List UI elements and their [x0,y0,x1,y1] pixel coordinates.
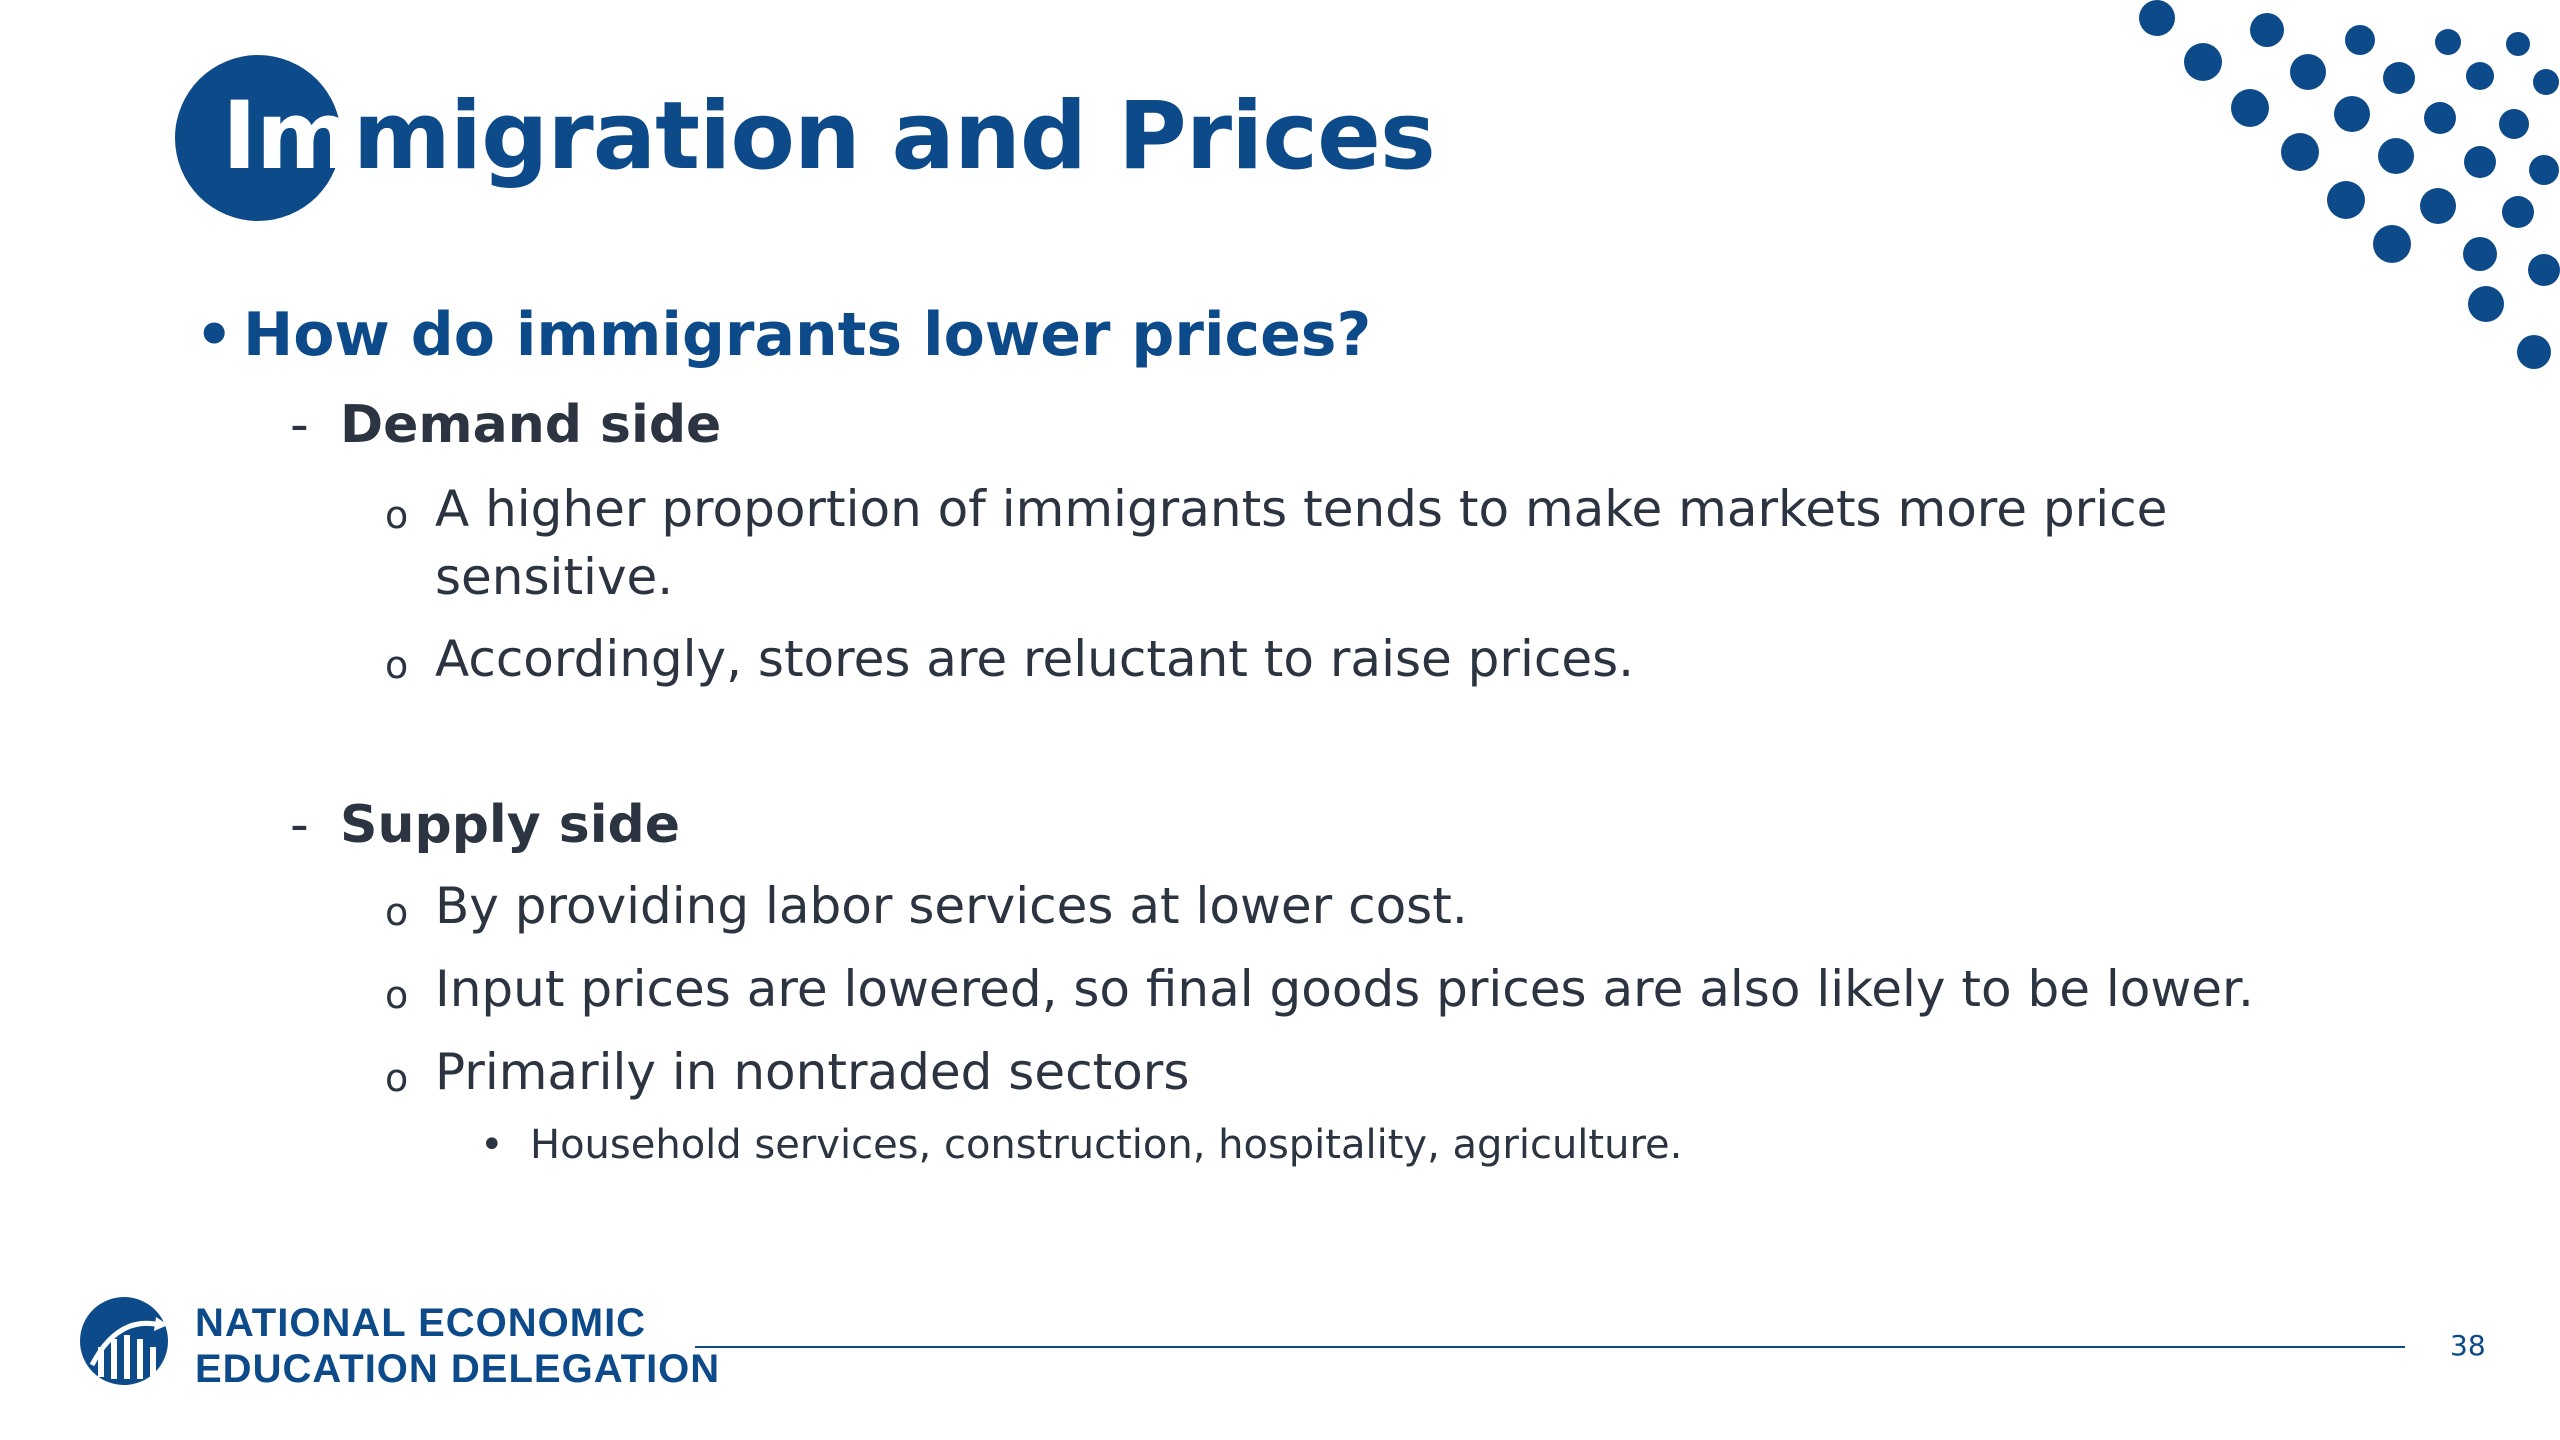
dot-icon [2184,43,2222,81]
dot-icon [2420,188,2456,224]
dot-icon [2533,69,2559,95]
title-circle-icon [175,55,341,221]
organization-name: NATIONAL ECONOMIC EDUCATION DELEGATION [195,1300,720,1392]
dot-icon [2502,196,2534,228]
supply-subitem-text: Household services, construction, hospit… [530,1122,1683,1168]
page-number: 38 [2450,1329,2486,1362]
dot-icon [2383,62,2415,94]
dot-icon [2139,0,2175,36]
dot-icon [2334,96,2370,132]
circle-bullet-icon: o [385,1056,409,1100]
question-bullet: • How do immigrants lower prices? [195,290,1371,380]
circle-bullet-icon: o [385,973,409,1017]
dot-icon [2231,89,2269,127]
supply-item-2: o Input prices are lowered, so final goo… [385,955,2345,1023]
supply-item-text: Input prices are lowered, so final goods… [435,960,2254,1018]
dot-icon [2345,25,2375,55]
demand-item-2: o Accordingly, stores are reluctant to r… [385,625,2345,693]
supply-item-text: By providing labor services at lower cos… [435,877,1468,935]
dot-icon [2378,138,2414,174]
dot-icon [2466,62,2494,90]
supply-item-1: o By providing labor services at lower c… [385,872,2345,940]
question-text: How do immigrants lower prices? [243,300,1372,370]
dot-icon [2373,225,2411,263]
demand-item-1: o A higher proportion of immigrants tend… [385,475,2345,611]
supply-subitem-1: • Household services, construction, hospi… [480,1115,1682,1175]
org-line-1: NATIONAL ECONOMIC [195,1301,647,1345]
supply-item-text: Primarily in nontraded sectors [435,1043,1190,1101]
dot-icon [2464,146,2496,178]
dot-icon [2529,155,2559,185]
dash-icon: - [290,395,309,455]
bullet-icon: • [195,300,234,370]
demand-item-text: Accordingly, stores are reluctant to rai… [435,630,1635,688]
dot-icon [2250,13,2284,47]
dot-pattern-icon [2100,0,2560,420]
demand-item-text: A higher proportion of immigrants tends … [435,480,2168,606]
supply-item-3: o Primarily in nontraded sectors [385,1038,2345,1106]
supply-label: Supply side [340,795,681,855]
dot-icon [2424,102,2456,134]
dot-icon [2528,254,2560,286]
title-highlight: Im [222,82,354,191]
dot-icon [2463,237,2497,271]
org-line-2: EDUCATION DELEGATION [195,1347,721,1391]
dot-icon [2499,109,2529,139]
dot-icon [2327,181,2365,219]
dot-icon [2281,133,2319,171]
circle-bullet-icon: o [385,890,409,934]
nee-logo-icon [80,1297,168,1385]
circle-bullet-icon: o [385,643,409,687]
dot-icon [2290,54,2326,90]
title-text: Immigration and Prices [222,77,1436,197]
demand-label: Demand side [340,395,722,455]
dot-icon [2517,335,2551,369]
bullet-icon: • [480,1122,504,1168]
circle-bullet-icon: o [385,493,409,537]
dot-icon [2435,29,2461,55]
dot-icon [2468,286,2504,322]
footer-divider [695,1346,2405,1348]
title-rest: migration and Prices [352,82,1436,191]
dot-icon [2506,32,2530,56]
supply-heading: - Supply side [290,785,680,865]
dash-icon: - [290,795,309,855]
demand-heading: - Demand side [290,385,721,465]
